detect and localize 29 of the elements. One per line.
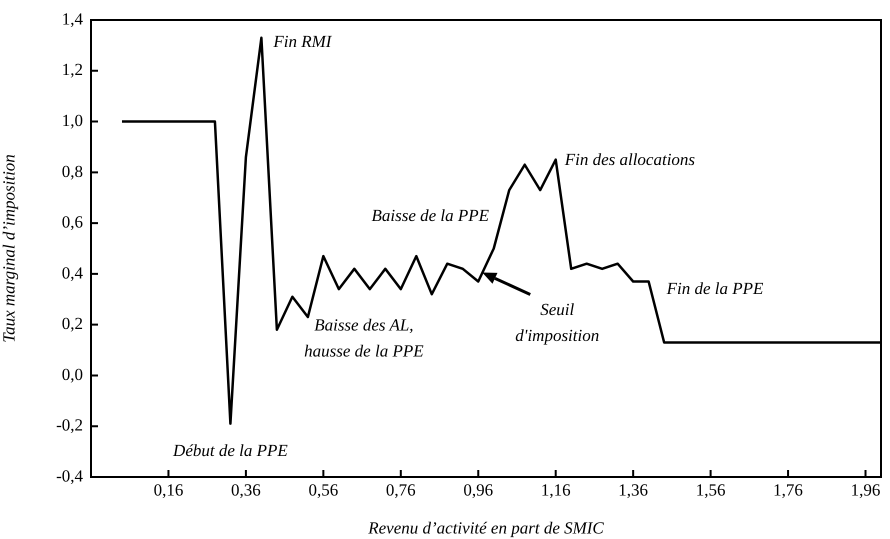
annotation: Début de la PPE [172, 441, 288, 460]
annotation: Fin des allocations [564, 150, 696, 170]
x-tick-label: 0,36 [231, 480, 261, 500]
annotation: Baisse des AL, hausse de la PPE [304, 316, 424, 361]
x-tick-label: 0,76 [386, 480, 416, 500]
y-tick-label: 0,4 [62, 263, 84, 282]
x-tick-label: 1,76 [773, 480, 803, 500]
x-tick-label: 0,96 [463, 480, 494, 500]
x-tick-label: 1,96 [850, 480, 880, 500]
y-tick-label: 1,0 [62, 111, 83, 130]
annotation: Fin RMI [272, 32, 333, 52]
y-axis-title: Taux marginal d’imposition [0, 154, 19, 343]
y-tick-label: 0,8 [62, 162, 83, 181]
x-tick-label: 1,56 [696, 480, 726, 500]
y-tick-label: 0,0 [62, 364, 83, 384]
annotation: Fin de la PPE [666, 278, 764, 298]
y-tick-label: 1,4 [62, 9, 84, 28]
y-tick-label: 1,2 [62, 60, 83, 80]
x-axis-title: Revenu d’activité en part de SMIC [367, 518, 604, 538]
y-tick-label: 0,2 [62, 314, 83, 334]
x-tick-label: 0,56 [308, 480, 338, 500]
y-tick-label: -0,2 [56, 416, 83, 435]
annotation: Seuil d'imposition [515, 300, 600, 345]
x-tick-label: 0,16 [154, 480, 184, 500]
x-tick-label: 1,36 [618, 480, 648, 500]
x-tick-label: 1,16 [540, 480, 571, 500]
y-tick-label: 0,6 [62, 212, 83, 232]
annotation: Baisse de la PPE [371, 206, 490, 226]
y-tick-label: -0,4 [56, 466, 84, 486]
